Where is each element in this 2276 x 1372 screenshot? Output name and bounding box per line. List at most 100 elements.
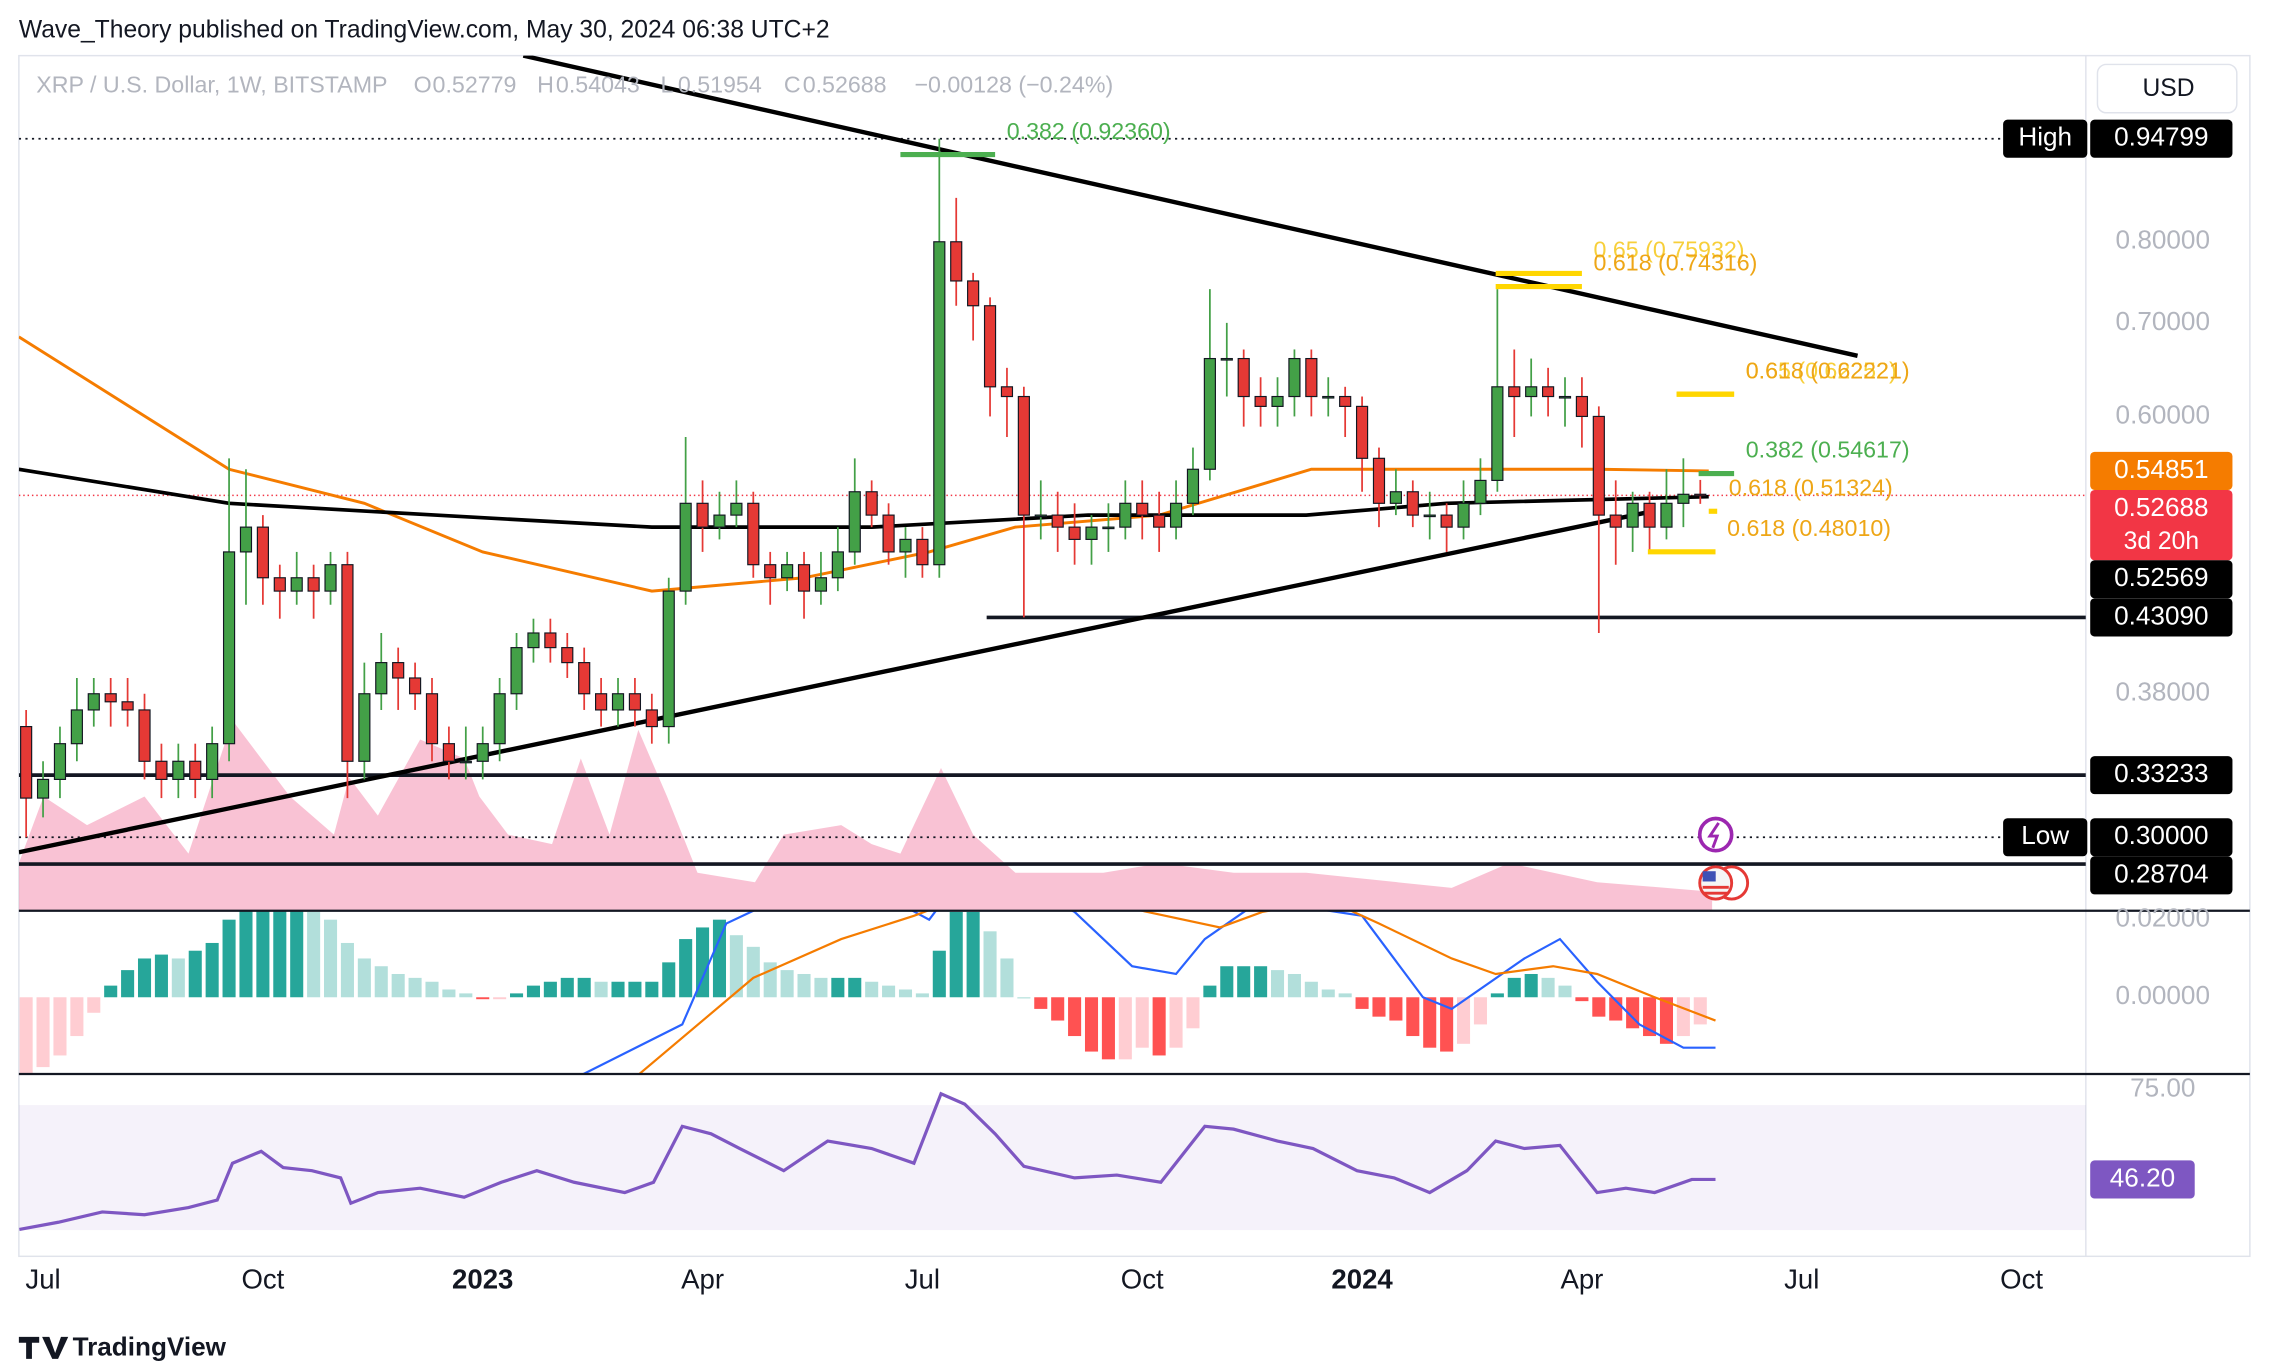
price-tag — [2090, 560, 2233, 599]
x-tick-label: Oct — [1121, 1263, 1164, 1294]
ohlc-letter: C — [784, 71, 801, 97]
moving-average — [18, 335, 1709, 593]
rsi-tag-label: 46.20 — [2110, 1162, 2175, 1192]
price-tag-label: 0.54851 — [2114, 454, 2208, 484]
candle-body — [1660, 502, 1673, 528]
candle-body — [1034, 514, 1047, 518]
candle-body — [358, 693, 371, 762]
candle-body — [1136, 502, 1149, 516]
candle-body — [595, 693, 608, 711]
candle-body — [375, 662, 388, 695]
macd-bar — [898, 989, 913, 998]
candle-body — [1643, 502, 1656, 528]
price-tag — [2090, 489, 2233, 561]
macd-bar — [526, 985, 540, 998]
candle-body — [1271, 395, 1284, 407]
trendline — [18, 509, 1651, 855]
rsi-layer — [18, 1091, 2086, 1232]
candle-body — [730, 502, 743, 516]
macd-bar — [915, 993, 929, 998]
candle-body — [155, 760, 168, 780]
candle-body — [1406, 491, 1419, 516]
y-tick-label: 0.60000 — [2116, 399, 2210, 429]
candle-body — [983, 305, 997, 388]
flag-part — [1702, 871, 1716, 882]
candle-body — [1339, 395, 1352, 407]
macd-bar — [932, 950, 946, 998]
candle-body — [747, 502, 760, 566]
macd-bar — [104, 985, 118, 998]
candle-body — [104, 693, 117, 703]
candle-body — [1000, 386, 1014, 398]
candle-body — [882, 514, 895, 553]
macd-bar — [696, 927, 710, 998]
macd-bar — [780, 970, 794, 998]
candle-body — [239, 526, 253, 553]
macd-bar — [70, 997, 84, 1037]
price-tag — [2090, 818, 2233, 857]
macd-bar — [1237, 966, 1251, 998]
macd-bar — [831, 977, 845, 998]
ohlc-letter: L — [660, 71, 673, 97]
macd-bar — [1490, 993, 1504, 998]
macd-bar — [357, 958, 371, 998]
candle-body — [1677, 493, 1690, 504]
candle-body — [70, 709, 83, 745]
overlay-layer: 0.94799 High 0.54851 0.52688 3d 20h 0.52569 0.… — [2003, 119, 2233, 1199]
candle-body — [1237, 357, 1250, 398]
macd-bar — [1152, 997, 1166, 1056]
macd-bar — [645, 981, 659, 998]
fib-label: 0.618 (0.48010) — [1727, 515, 1891, 541]
currency-button[interactable] — [2096, 63, 2238, 114]
candle-body — [425, 693, 439, 745]
publisher: Wave_Theory published on TradingView.com… — [19, 16, 830, 43]
macd-bar — [1287, 973, 1301, 998]
ohlc-value: 0.54043 — [556, 71, 640, 97]
candle-body — [1355, 405, 1369, 459]
candle-body — [493, 693, 506, 745]
candle-body — [87, 693, 100, 711]
x-tick-label: Oct — [2000, 1263, 2043, 1294]
macd-bar — [1068, 997, 1082, 1037]
macd-bar — [205, 942, 219, 998]
ohlc-value: 0.51954 — [678, 71, 762, 97]
x-tick-label: 2024 — [1331, 1263, 1393, 1294]
rsi-tick-label: 75.00 — [2130, 1072, 2195, 1102]
macd-bar — [662, 962, 676, 998]
macd-bar — [1270, 970, 1285, 998]
candle-body — [510, 647, 523, 695]
candle-body — [578, 662, 591, 695]
macd-bar — [290, 910, 304, 998]
macd-bar — [1355, 997, 1369, 1009]
candle-body — [1068, 526, 1081, 540]
candle-body — [679, 502, 692, 592]
macd-bar — [1051, 997, 1065, 1021]
candle-body — [797, 564, 811, 592]
price-tag-countdown: 3d 20h — [2124, 528, 2199, 555]
candle-body — [206, 743, 219, 780]
macd-bar — [1507, 977, 1521, 998]
candle-body — [1322, 395, 1335, 399]
candle-body — [1389, 491, 1402, 504]
macd-bar — [611, 981, 625, 998]
candle-body — [36, 778, 50, 799]
candle-body — [916, 538, 929, 566]
y-tick-label: 0.70000 — [2116, 306, 2210, 336]
ohlc-value: 0.52688 — [803, 71, 887, 97]
fib-label: 0.618 (0.62221) — [1746, 357, 1910, 383]
macd-bar — [442, 989, 456, 998]
macd-bar — [1254, 966, 1268, 998]
candle-body — [1305, 357, 1318, 398]
macd-tick-label: 0.02000 — [2116, 903, 2210, 933]
candle-body — [222, 551, 236, 745]
candle-body — [1694, 493, 1707, 497]
macd-bar — [797, 973, 811, 998]
macd-bar — [1372, 997, 1386, 1017]
y-tick-label: 0.80000 — [2116, 225, 2210, 255]
currency[interactable]: USD — [2142, 75, 2194, 102]
candle-body — [1592, 415, 1605, 516]
fib-label: 0.65 (0.75932) — [1594, 237, 1745, 263]
macd-bar — [1440, 997, 1454, 1052]
ohlc-letter: H — [537, 71, 554, 97]
